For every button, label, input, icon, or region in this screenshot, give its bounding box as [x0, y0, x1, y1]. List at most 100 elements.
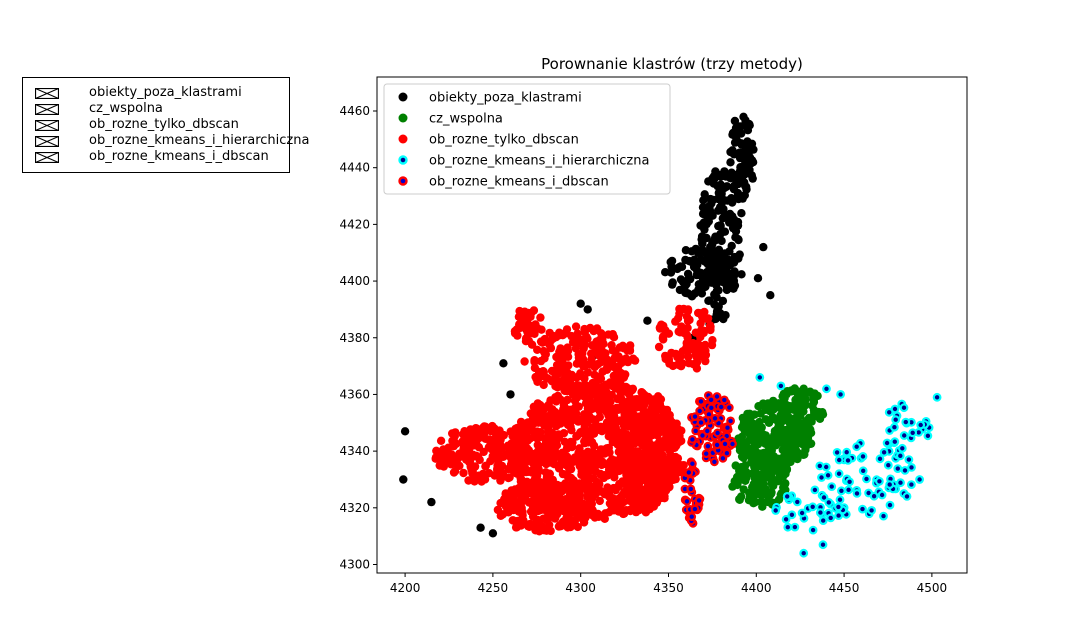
scatter-point	[778, 392, 787, 401]
scatter-point	[521, 491, 530, 500]
scatter-point	[549, 415, 558, 424]
scatter-point	[834, 511, 843, 520]
scatter-point	[547, 441, 556, 451]
scatter-point	[696, 418, 706, 428]
scatter-point	[813, 391, 822, 401]
outer-legend-label: cz_wspolna	[89, 101, 163, 116]
scatter-point	[491, 430, 501, 439]
scatter-point	[619, 415, 628, 424]
scatter-point	[907, 480, 916, 490]
scatter-point	[583, 305, 592, 314]
scatter-point	[714, 194, 723, 204]
scatter-point	[738, 148, 747, 158]
scatter-point	[608, 437, 617, 447]
scatter-point	[494, 441, 503, 451]
scatter-point	[643, 316, 652, 325]
scatter-point	[790, 522, 800, 532]
outer-legend-entry: ob_rozne_kmeans_i_dbscan	[23, 149, 289, 165]
scatter-point	[495, 472, 504, 481]
scatter-point	[559, 350, 568, 359]
scatter-point	[587, 499, 596, 508]
scatter-point	[737, 452, 747, 461]
scatter-point	[818, 410, 828, 419]
scatter-point	[571, 402, 580, 412]
scatter-point	[505, 473, 514, 482]
scatter-point	[760, 465, 769, 474]
scatter-point	[640, 468, 650, 478]
scatter-point	[520, 357, 529, 366]
scatter-point	[499, 431, 508, 440]
scatter-point	[879, 511, 888, 521]
scatter-point	[598, 367, 607, 376]
scatter-point	[706, 395, 716, 405]
scatter-point	[743, 409, 752, 419]
scatter-point	[743, 470, 753, 479]
scatter-point	[714, 302, 723, 311]
scatter-point	[495, 464, 505, 473]
scatter-point	[636, 419, 646, 428]
scatter-point	[624, 451, 633, 460]
scatter-point	[782, 400, 791, 410]
scatter-point	[799, 384, 808, 393]
scatter-point	[845, 477, 854, 487]
scatter-point	[683, 306, 693, 316]
scatter-point	[462, 455, 471, 464]
scatter-point	[510, 455, 520, 464]
scatter-point	[552, 360, 562, 370]
scatter-point	[735, 122, 745, 131]
scatter-point	[608, 330, 617, 339]
scatter-point	[869, 491, 879, 501]
y-tick-label: 4420	[339, 217, 370, 231]
scatter-point	[896, 478, 905, 488]
scatter-point	[802, 429, 811, 438]
scatter-point	[510, 329, 520, 338]
scatter-point	[730, 116, 740, 126]
scatter-point	[506, 390, 515, 399]
scatter-point	[549, 331, 558, 341]
scatter-point	[536, 356, 546, 366]
scatter-point	[506, 427, 515, 436]
scatter-point	[653, 392, 663, 401]
scatter-point	[769, 431, 779, 440]
scatter-point	[451, 439, 461, 449]
scatter-point	[738, 194, 747, 203]
scatter-point	[620, 371, 629, 380]
scatter-point	[702, 426, 712, 436]
scatter-point	[791, 395, 800, 404]
outer-legend-entry: ob_rozne_tylko_dbscan	[23, 117, 289, 133]
scatter-point	[826, 513, 836, 523]
scatter-point	[696, 397, 706, 406]
scatter-point	[902, 492, 912, 501]
scatter-point	[748, 174, 757, 183]
scatter-point	[499, 359, 508, 368]
scatter-point	[697, 325, 706, 335]
scatter-point	[507, 486, 516, 495]
scatter-point	[517, 448, 526, 457]
scatter-point	[852, 442, 862, 452]
scatter-point	[728, 482, 737, 491]
scatter-point	[463, 443, 472, 452]
scatter-point	[523, 426, 532, 435]
scatter-point	[530, 363, 540, 373]
hatched-box-icon	[35, 88, 59, 99]
scatter-point	[529, 428, 538, 437]
scatter-point	[745, 119, 754, 129]
scatter-point	[529, 306, 539, 315]
scatter-point	[699, 218, 709, 227]
scatter-point	[542, 526, 551, 535]
scatter-point	[603, 380, 612, 389]
scatter-point	[677, 262, 687, 271]
scatter-point	[572, 359, 582, 368]
x-axis: 4200 4250 4300 4350 4400 4450 4500	[390, 573, 947, 595]
scatter-point	[551, 372, 560, 381]
scatter-point	[509, 505, 518, 515]
scatter-point	[531, 372, 540, 382]
scatter-point	[574, 381, 583, 390]
scatter-point	[729, 173, 738, 183]
scatter-point	[579, 362, 588, 371]
scatter-point	[827, 482, 837, 492]
scatter-point	[690, 504, 700, 514]
scatter-point	[477, 477, 486, 486]
scatter-point	[546, 343, 556, 353]
